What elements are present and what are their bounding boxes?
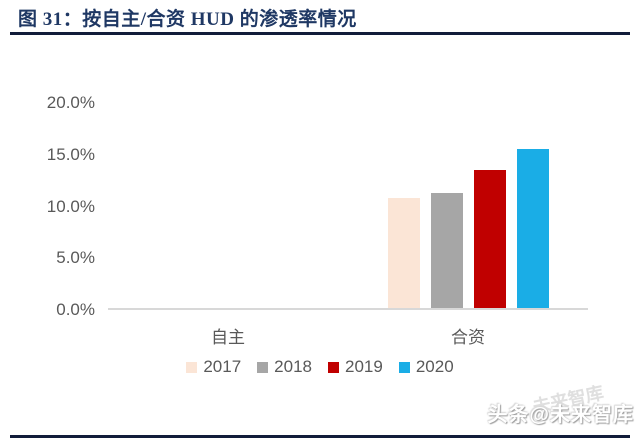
legend-label: 2017 — [203, 357, 242, 376]
bar-series-2017 — [387, 198, 420, 308]
legend-label: 2019 — [345, 357, 383, 376]
watermark: 未来智库 头条@未来智库 — [487, 383, 634, 432]
figure-title: 图 31：按自主/合资 HUD 的渗透率情况 — [18, 9, 357, 30]
bottom-divider-line — [10, 435, 630, 438]
category-group — [108, 103, 348, 308]
legend-swatch — [186, 361, 198, 373]
x-category-label: 自主 — [211, 328, 245, 347]
title-divider-line — [10, 32, 630, 35]
legend-swatch — [398, 361, 410, 373]
x-category-label: 合资 — [451, 328, 485, 347]
legend-label: 2020 — [415, 357, 454, 376]
plot-area — [108, 103, 588, 310]
x-axis-labels: 自主 合资 — [108, 323, 588, 348]
chart-legend: 2017 2018 2019 2020 — [0, 357, 640, 377]
legend-swatch — [257, 361, 269, 373]
y-tick-label: 5.0% — [56, 248, 95, 268]
category-group — [348, 103, 588, 308]
bar-series-2020 — [516, 148, 549, 308]
bar-series-2019 — [473, 170, 506, 308]
legend-item: 2018 — [257, 357, 312, 377]
y-tick-label: 0.0% — [56, 300, 95, 319]
legend-item: 2019 — [328, 357, 383, 377]
watermark-text: 头条@未来智库 — [487, 404, 634, 426]
legend-label: 2018 — [274, 357, 312, 376]
y-tick-label: 15.0% — [46, 144, 95, 164]
legend-swatch — [328, 361, 339, 373]
legend-item: 2017 — [186, 357, 241, 377]
legend-item: 2020 — [398, 357, 454, 377]
bar-series-2018 — [430, 193, 463, 308]
y-tick-label: 20.0% — [46, 93, 95, 112]
y-axis: 0.0% 5.0% 10.0% 15.0% 20.0% — [0, 93, 95, 319]
y-tick-label: 10.0% — [46, 196, 95, 216]
